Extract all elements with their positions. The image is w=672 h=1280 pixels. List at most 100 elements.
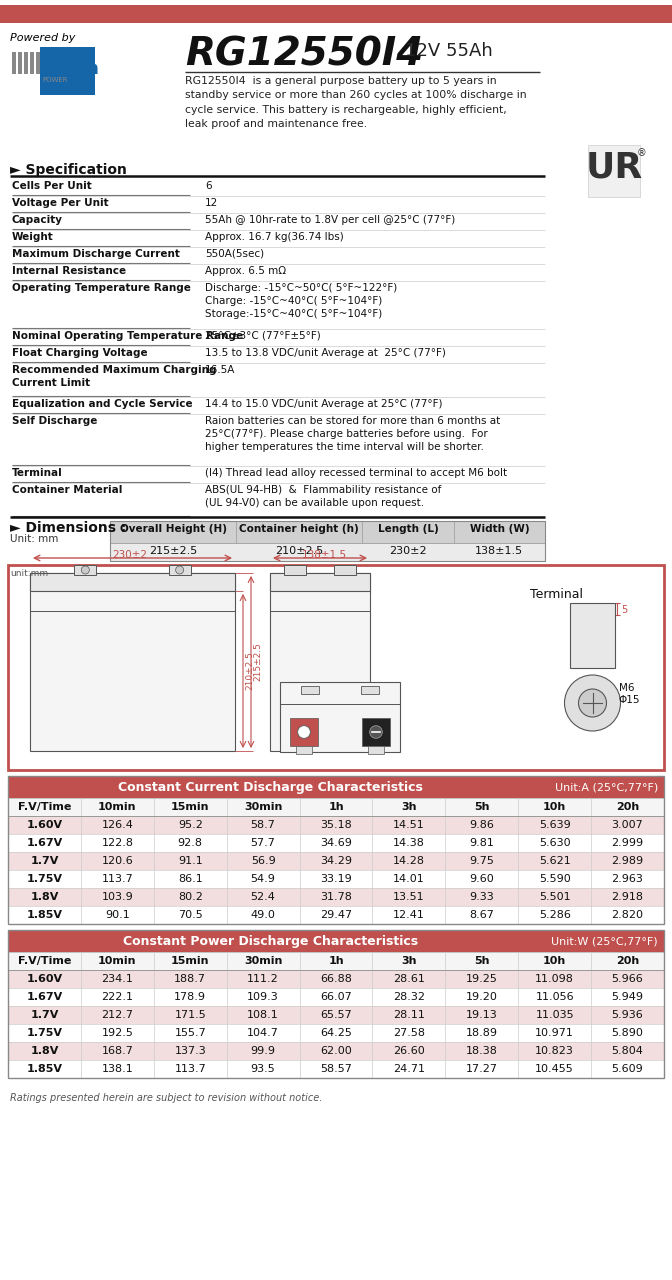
Text: Cells Per Unit: Cells Per Unit: [12, 180, 92, 191]
Text: Float Charging Voltage: Float Charging Voltage: [12, 348, 148, 358]
Text: Discharge: -15°C~50°C( 5°F~122°F)
Charge: -15°C~40°C( 5°F~104°F)
Storage:-15°C~4: Discharge: -15°C~50°C( 5°F~122°F) Charge…: [205, 283, 397, 320]
Text: 108.1: 108.1: [247, 1010, 279, 1020]
Text: Approx. 6.5 mΩ: Approx. 6.5 mΩ: [205, 266, 286, 276]
Text: 25°C±3°C (77°F±5°F): 25°C±3°C (77°F±5°F): [205, 332, 321, 340]
Bar: [8, 970, 664, 988]
Text: 1.85V: 1.85V: [26, 910, 62, 920]
Text: 5.609: 5.609: [612, 1064, 643, 1074]
Bar: [8, 1024, 664, 1042]
Text: M6: M6: [618, 684, 634, 692]
Text: 93.5: 93.5: [251, 1064, 276, 1074]
Text: 9.81: 9.81: [469, 838, 494, 847]
Bar: [270, 573, 370, 751]
Bar: [8, 888, 664, 906]
Text: 34.69: 34.69: [320, 838, 352, 847]
Text: 62.00: 62.00: [320, 1046, 352, 1056]
Text: Container Material: Container Material: [12, 485, 122, 495]
Text: 1.7V: 1.7V: [30, 856, 58, 867]
Text: 66.88: 66.88: [320, 974, 352, 984]
Text: 12V 55Ah: 12V 55Ah: [405, 42, 493, 60]
Text: 5.590: 5.590: [539, 874, 571, 884]
Text: 54.9: 54.9: [251, 874, 276, 884]
Text: 9.75: 9.75: [469, 856, 494, 867]
Text: Overall Height (H): Overall Height (H): [120, 524, 226, 534]
Bar: [8, 931, 664, 1078]
Text: unit:mm: unit:mm: [10, 570, 48, 579]
Text: F.V/Time: F.V/Time: [17, 956, 71, 966]
Text: 178.9: 178.9: [174, 992, 206, 1002]
Bar: [368, 746, 384, 754]
Text: 33.19: 33.19: [320, 874, 352, 884]
Text: ABS(UL 94-HB)  &  Flammability resistance of
(UL 94-V0) can be available upon re: ABS(UL 94-HB) & Flammability resistance …: [205, 485, 442, 508]
Text: 20h: 20h: [616, 803, 639, 812]
Text: 18.38: 18.38: [466, 1046, 498, 1056]
Text: 9.33: 9.33: [470, 892, 494, 902]
Text: 34.29: 34.29: [320, 856, 352, 867]
Text: Unit: mm: Unit: mm: [10, 534, 58, 544]
Bar: [284, 564, 306, 575]
Bar: [40, 47, 95, 95]
Text: Raion batteries can be stored for more than 6 months at
25°C(77°F). Please charg: Raion batteries can be stored for more t…: [205, 416, 500, 452]
Text: 1.85V: 1.85V: [26, 1064, 62, 1074]
Bar: [362, 718, 390, 746]
Text: 230±2: 230±2: [112, 550, 147, 561]
Text: Equalization and Cycle Service: Equalization and Cycle Service: [12, 399, 193, 410]
Text: 168.7: 168.7: [101, 1046, 133, 1056]
Text: 3h: 3h: [401, 803, 417, 812]
Text: 14.01: 14.01: [393, 874, 425, 884]
Text: Maximum Discharge Current: Maximum Discharge Current: [12, 250, 180, 259]
Text: UR: UR: [585, 150, 642, 184]
Text: 2.999: 2.999: [612, 838, 644, 847]
Text: 1.67V: 1.67V: [26, 838, 62, 847]
Text: 90.1: 90.1: [105, 910, 130, 920]
Text: Capacity: Capacity: [12, 215, 63, 225]
Text: 95.2: 95.2: [178, 820, 203, 829]
Text: 66.07: 66.07: [320, 992, 352, 1002]
Text: 20h: 20h: [616, 956, 639, 966]
Text: 15min: 15min: [171, 956, 210, 966]
Bar: [8, 952, 664, 970]
Text: 1.75V: 1.75V: [26, 874, 62, 884]
Text: 3.007: 3.007: [612, 820, 643, 829]
Text: 550A(5sec): 550A(5sec): [205, 250, 264, 259]
Text: 55Ah @ 10hr-rate to 1.8V per cell @25°C (77°F): 55Ah @ 10hr-rate to 1.8V per cell @25°C …: [205, 215, 455, 225]
Text: 57.7: 57.7: [251, 838, 276, 847]
Text: 5: 5: [621, 605, 627, 614]
Text: 6: 6: [205, 180, 212, 191]
Text: 138±1.5: 138±1.5: [302, 550, 347, 561]
Bar: [110, 521, 545, 543]
Text: 104.7: 104.7: [247, 1028, 279, 1038]
Text: 10.455: 10.455: [536, 1064, 574, 1074]
Text: 17.27: 17.27: [466, 1064, 498, 1074]
Bar: [8, 797, 664, 817]
Bar: [8, 776, 664, 797]
Text: 5.936: 5.936: [612, 1010, 643, 1020]
Text: 12: 12: [205, 198, 218, 207]
Text: 24.71: 24.71: [393, 1064, 425, 1074]
Bar: [8, 852, 664, 870]
Text: 26.60: 26.60: [393, 1046, 425, 1056]
Bar: [570, 603, 615, 668]
Bar: [169, 564, 191, 575]
Text: 12.41: 12.41: [393, 910, 425, 920]
Text: 138.1: 138.1: [101, 1064, 133, 1074]
Text: 30min: 30min: [244, 803, 282, 812]
Bar: [8, 931, 664, 952]
Text: Unit:W (25°C,77°F): Unit:W (25°C,77°F): [551, 936, 658, 946]
Text: 58.57: 58.57: [320, 1064, 352, 1074]
Text: POWER: POWER: [42, 77, 67, 83]
Circle shape: [81, 566, 89, 573]
Text: 86.1: 86.1: [178, 874, 202, 884]
Text: 192.5: 192.5: [101, 1028, 133, 1038]
Text: 111.2: 111.2: [247, 974, 279, 984]
Bar: [8, 988, 664, 1006]
Text: Length (L): Length (L): [378, 524, 438, 534]
Text: 64.25: 64.25: [320, 1028, 352, 1038]
Circle shape: [298, 726, 310, 739]
Text: 1h: 1h: [328, 803, 344, 812]
Text: 113.7: 113.7: [101, 874, 133, 884]
Text: ► Dimensions :: ► Dimensions :: [10, 521, 126, 535]
Text: 16.5A: 16.5A: [205, 365, 235, 375]
Text: 212.7: 212.7: [101, 1010, 133, 1020]
Text: 234.1: 234.1: [101, 974, 133, 984]
